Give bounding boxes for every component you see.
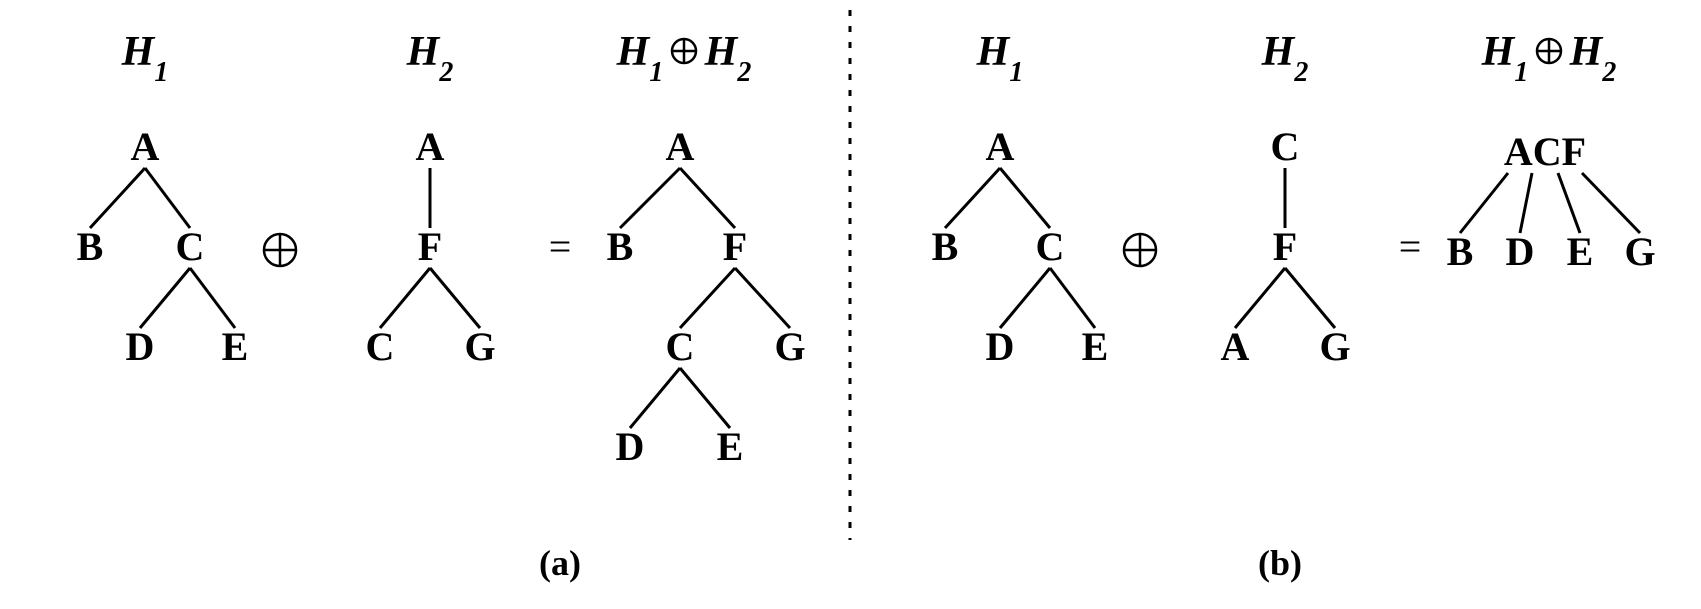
- node-G: G: [1624, 229, 1655, 274]
- svg-text:H1: H1: [616, 29, 664, 88]
- edge-ACF-E: [1558, 173, 1580, 233]
- panel-b-title-h2: H2: [1261, 29, 1309, 88]
- edge-C-E: [190, 268, 235, 328]
- panel-b-title-h1: H1: [976, 29, 1024, 88]
- panel-a-title-h1: H1: [121, 29, 169, 88]
- node-D: D: [1506, 229, 1535, 274]
- node-F: F: [418, 224, 442, 269]
- node-G: G: [1319, 324, 1350, 369]
- node-E: E: [717, 424, 744, 469]
- node-G: G: [774, 324, 805, 369]
- edge-F-G: [735, 268, 790, 328]
- panel-a-title-h2: H2: [406, 29, 454, 88]
- panel-a-equals: =: [549, 224, 572, 269]
- panel-a-oplus-icon: [264, 234, 296, 266]
- panel-b-tree-h2: C F A G: [1221, 124, 1351, 369]
- node-D: D: [986, 324, 1015, 369]
- node-B: B: [1447, 229, 1474, 274]
- edge-A-C: [145, 168, 190, 228]
- edge-F-G: [1285, 268, 1335, 328]
- node-C: C: [1036, 224, 1065, 269]
- node-B: B: [77, 224, 104, 269]
- node-A: A: [666, 124, 695, 169]
- node-G: G: [464, 324, 495, 369]
- node-F: F: [723, 224, 747, 269]
- edge-F-C: [380, 268, 430, 328]
- edge-C-E: [1050, 268, 1095, 328]
- node-F: F: [1273, 224, 1297, 269]
- edge-F-A: [1235, 268, 1285, 328]
- panel-b-caption: (b): [1258, 543, 1302, 583]
- diagram-canvas: H1H2H1H2ABCDEAFCGABFCGDE=(a)H1H2H1H2ABCD…: [0, 0, 1701, 609]
- panel-b-tree-comb: ACF BDEG: [1447, 129, 1656, 274]
- node-A: A: [131, 124, 160, 169]
- svg-text:H2: H2: [1569, 29, 1617, 88]
- edge-A-B: [620, 168, 680, 228]
- panel-b-oplus-icon: [1124, 234, 1156, 266]
- svg-text:H2: H2: [704, 29, 752, 88]
- edge-ACF-D: [1520, 173, 1532, 233]
- node-E: E: [1567, 229, 1594, 274]
- node-E: E: [1082, 324, 1109, 369]
- edge-ACF-G: [1582, 173, 1640, 233]
- node-D: D: [616, 424, 645, 469]
- panel-a-tree-h2: A F C G: [366, 124, 496, 369]
- panel-a-tree-h1: A B C D E: [77, 124, 249, 369]
- node-ACF: ACF: [1504, 129, 1586, 174]
- edge-A-B: [945, 168, 1000, 228]
- node-A: A: [416, 124, 445, 169]
- edge-ACF-B: [1460, 173, 1508, 233]
- node-A: A: [1221, 324, 1250, 369]
- panel-b-title-comb: H1 H2: [1481, 29, 1617, 88]
- node-C: C: [666, 324, 695, 369]
- edge-C-D: [140, 268, 190, 328]
- panel-a-tree-comb: A B F C G D E: [607, 124, 806, 469]
- edge-F-C: [680, 268, 735, 328]
- edge-A-F: [680, 168, 735, 228]
- edge-C-D: [1000, 268, 1050, 328]
- node-B: B: [932, 224, 959, 269]
- node-C: C: [176, 224, 205, 269]
- panel-b-equals: =: [1399, 224, 1422, 269]
- panel-a-caption: (a): [539, 543, 581, 583]
- edge-A-C: [1000, 168, 1050, 228]
- node-E: E: [222, 324, 249, 369]
- panel-b-tree-h1: A B C D E: [932, 124, 1109, 369]
- node-D: D: [126, 324, 155, 369]
- node-B: B: [607, 224, 634, 269]
- svg-text:H1: H1: [1481, 29, 1529, 88]
- edge-F-G: [430, 268, 480, 328]
- edge-C-D: [630, 368, 680, 428]
- node-A: A: [986, 124, 1015, 169]
- node-C: C: [1271, 124, 1300, 169]
- node-C: C: [366, 324, 395, 369]
- panel-a-title-comb: H1 H2: [616, 29, 752, 88]
- edge-C-E: [680, 368, 730, 428]
- edge-A-B: [90, 168, 145, 228]
